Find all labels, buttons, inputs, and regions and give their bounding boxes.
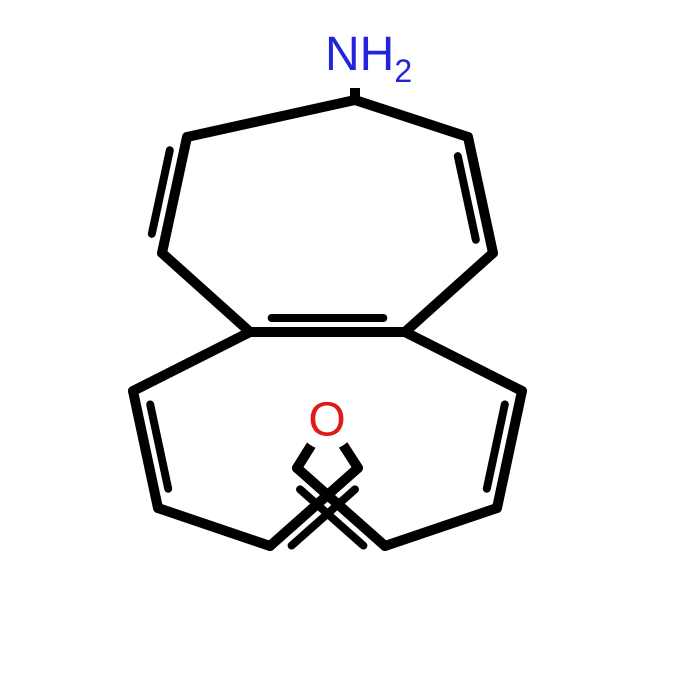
molecule-canvas: ONH2 <box>0 0 700 700</box>
oxygen-atom-label: O <box>308 394 345 447</box>
